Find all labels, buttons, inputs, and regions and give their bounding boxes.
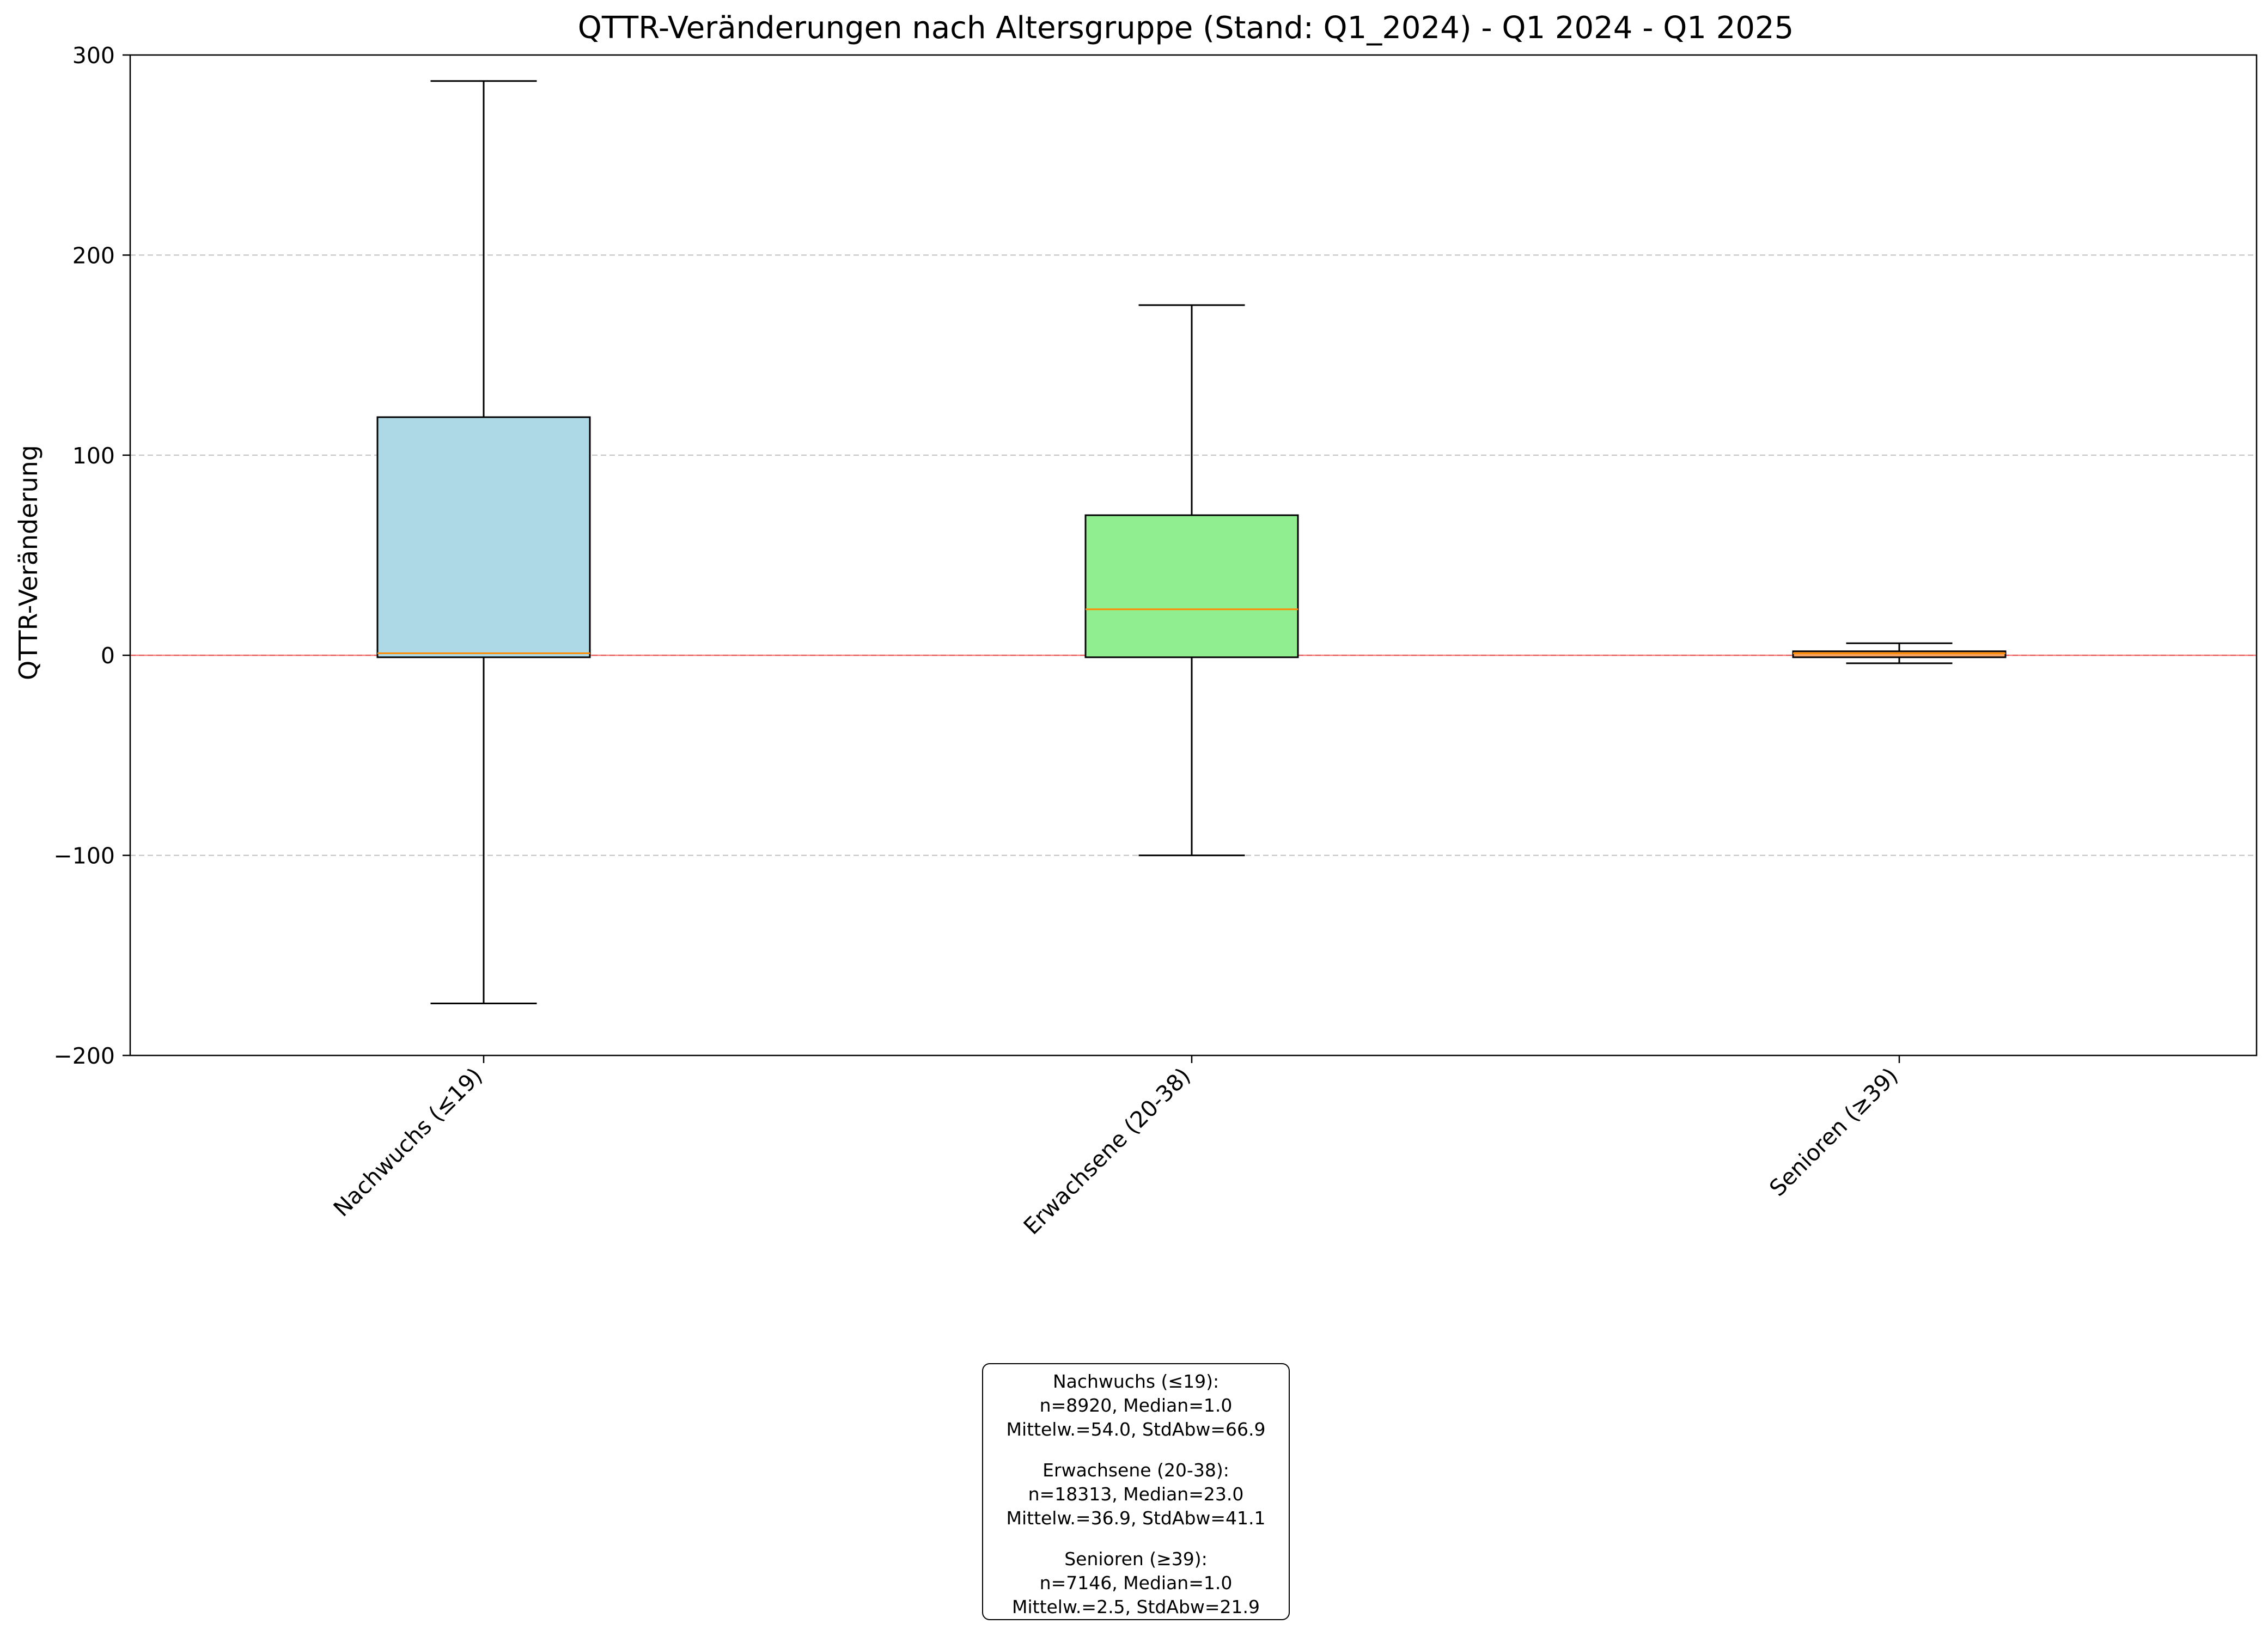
stats-title: Nachwuchs (≤19): [1052,1371,1220,1392]
y-tick-label: 0 [101,643,115,669]
x-tick-label: Senioren (≥39) [1764,1063,1903,1201]
chart-title: QTTR-Veränderungen nach Altersgruppe (St… [578,10,1794,46]
statistics-box: Nachwuchs (≤19): n=8920, Median=1.0 Mitt… [982,1363,1290,1620]
stats-line: Mittelw.=54.0, StdAbw=66.9 [1006,1419,1266,1440]
x-tick-label: Nachwuchs (≤19) [328,1063,487,1222]
y-tick-label: 100 [72,443,115,469]
box-series [376,80,2007,1004]
box-iqr [1084,514,1299,658]
box-group [1084,304,1299,857]
stats-group-erwachsene: Erwachsene (20-38): n=18313, Median=23.0… [1006,1458,1265,1530]
stats-group-nachwuchs: Nachwuchs (≤19): n=8920, Median=1.0 Mitt… [1006,1370,1265,1442]
box-iqr [376,416,591,658]
x-axis-ticks: Nachwuchs (≤19) Erwachsene (20-38) Seniore… [328,1055,1903,1240]
box-group [376,80,591,1004]
plot-area-frame [129,54,2258,1057]
y-tick-label: 300 [72,42,115,69]
stats-title: Erwachsene (20-38): [1042,1460,1229,1481]
stats-line: n=8920, Median=1.0 [1039,1395,1233,1416]
y-axis-ticks: −200 −100 0 100 200 300 [53,42,130,1069]
stats-line: n=7146, Median=1.0 [1039,1572,1233,1594]
y-tick-label: −100 [53,843,115,869]
x-tick-label: Erwachsene (20-38) [1019,1063,1196,1240]
y-tick-label: 200 [72,242,115,268]
stats-line: n=18313, Median=23.0 [1028,1484,1244,1505]
y-tick-label: −200 [53,1043,115,1069]
box-iqr [1792,650,2007,658]
stats-title: Senioren (≥39): [1064,1548,1208,1570]
stats-group-senioren: Senioren (≥39): n=7146, Median=1.0 Mitte… [1012,1547,1260,1619]
y-axis-label: QTTR-Veränderung [14,445,43,680]
stats-line: Mittelw.=36.9, StdAbw=41.1 [1006,1507,1266,1529]
stats-line: Mittelw.=2.5, StdAbw=21.9 [1011,1596,1260,1617]
box-group [1792,642,2007,664]
